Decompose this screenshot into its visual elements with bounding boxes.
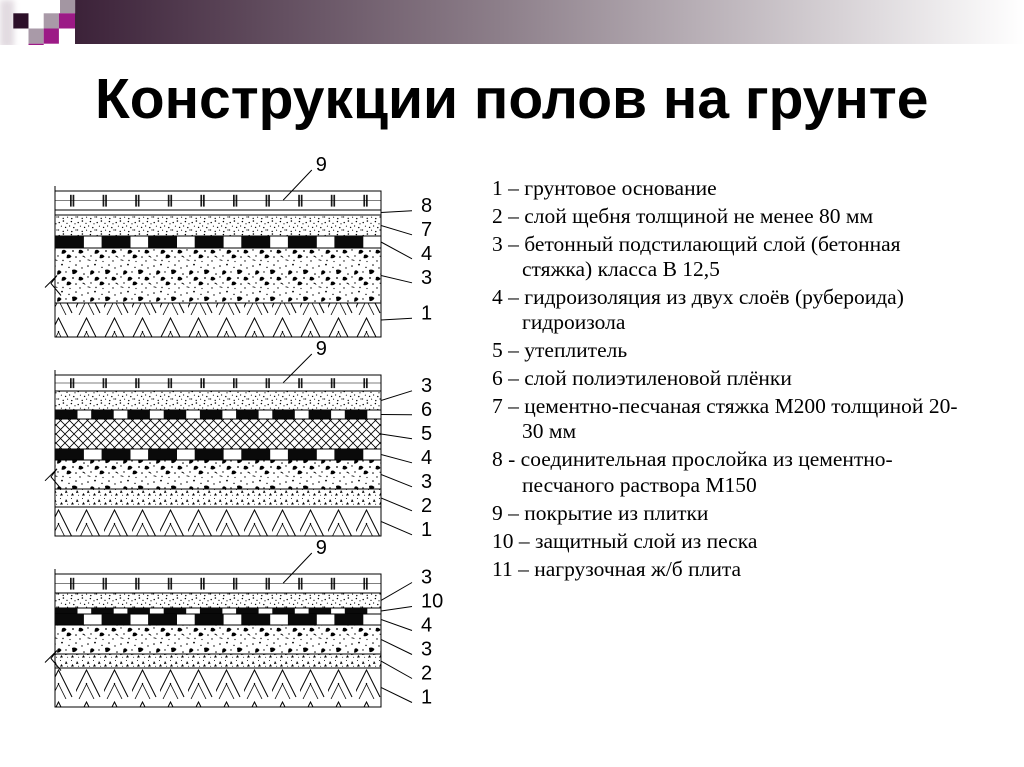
svg-text:9: 9	[316, 155, 327, 176]
svg-text:1: 1	[421, 687, 432, 709]
svg-text:8: 8	[421, 195, 432, 217]
svg-text:9: 9	[316, 338, 327, 360]
svg-text:3: 3	[421, 567, 432, 589]
svg-text:7: 7	[421, 219, 432, 241]
svg-text:3: 3	[421, 639, 432, 661]
svg-text:4: 4	[421, 447, 432, 469]
svg-text:3: 3	[421, 267, 432, 289]
svg-text:2: 2	[421, 663, 432, 685]
svg-text:4: 4	[421, 615, 432, 637]
svg-text:10: 10	[421, 591, 443, 613]
svg-text:1: 1	[421, 519, 432, 541]
svg-text:3: 3	[421, 375, 432, 397]
svg-text:1: 1	[421, 302, 432, 324]
svg-text:2: 2	[421, 495, 432, 517]
svg-text:4: 4	[421, 243, 432, 265]
svg-text:3: 3	[421, 471, 432, 493]
svg-text:5: 5	[421, 423, 432, 445]
svg-text:9: 9	[316, 537, 327, 559]
svg-text:6: 6	[421, 399, 432, 421]
